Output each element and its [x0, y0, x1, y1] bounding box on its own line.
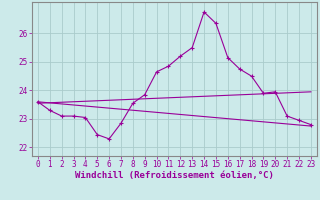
X-axis label: Windchill (Refroidissement éolien,°C): Windchill (Refroidissement éolien,°C): [75, 171, 274, 180]
